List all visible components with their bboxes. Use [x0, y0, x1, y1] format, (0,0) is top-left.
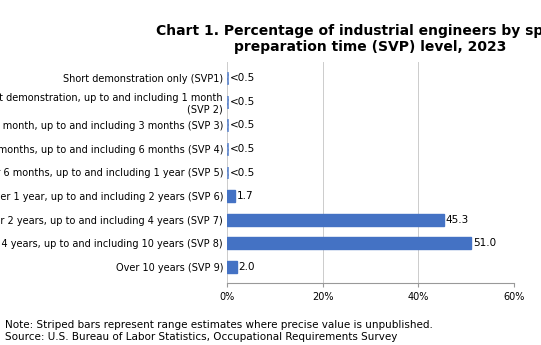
Text: 51.0: 51.0 [473, 238, 496, 248]
Text: 1.7: 1.7 [237, 191, 254, 201]
Text: <0.5: <0.5 [230, 97, 255, 107]
Text: <0.5: <0.5 [230, 144, 255, 154]
Text: <0.5: <0.5 [230, 168, 255, 177]
Bar [227, 190, 235, 202]
Bar [227, 237, 471, 249]
Bar [227, 72, 228, 84]
Text: 45.3: 45.3 [446, 215, 469, 225]
Title: Chart 1. Percentage of industrial engineers by specific
preparation time (SVP) l: Chart 1. Percentage of industrial engine… [156, 24, 541, 54]
Bar [227, 96, 228, 108]
Text: <0.5: <0.5 [230, 73, 255, 83]
Bar [227, 214, 444, 226]
Bar [227, 119, 228, 131]
Bar [227, 261, 237, 273]
Text: <0.5: <0.5 [230, 120, 255, 130]
Bar [227, 167, 228, 178]
Text: Note: Striped bars represent range estimates where precise value is unpublished.: Note: Striped bars represent range estim… [5, 320, 433, 342]
Bar [227, 143, 228, 155]
Text: 2.0: 2.0 [239, 262, 255, 272]
